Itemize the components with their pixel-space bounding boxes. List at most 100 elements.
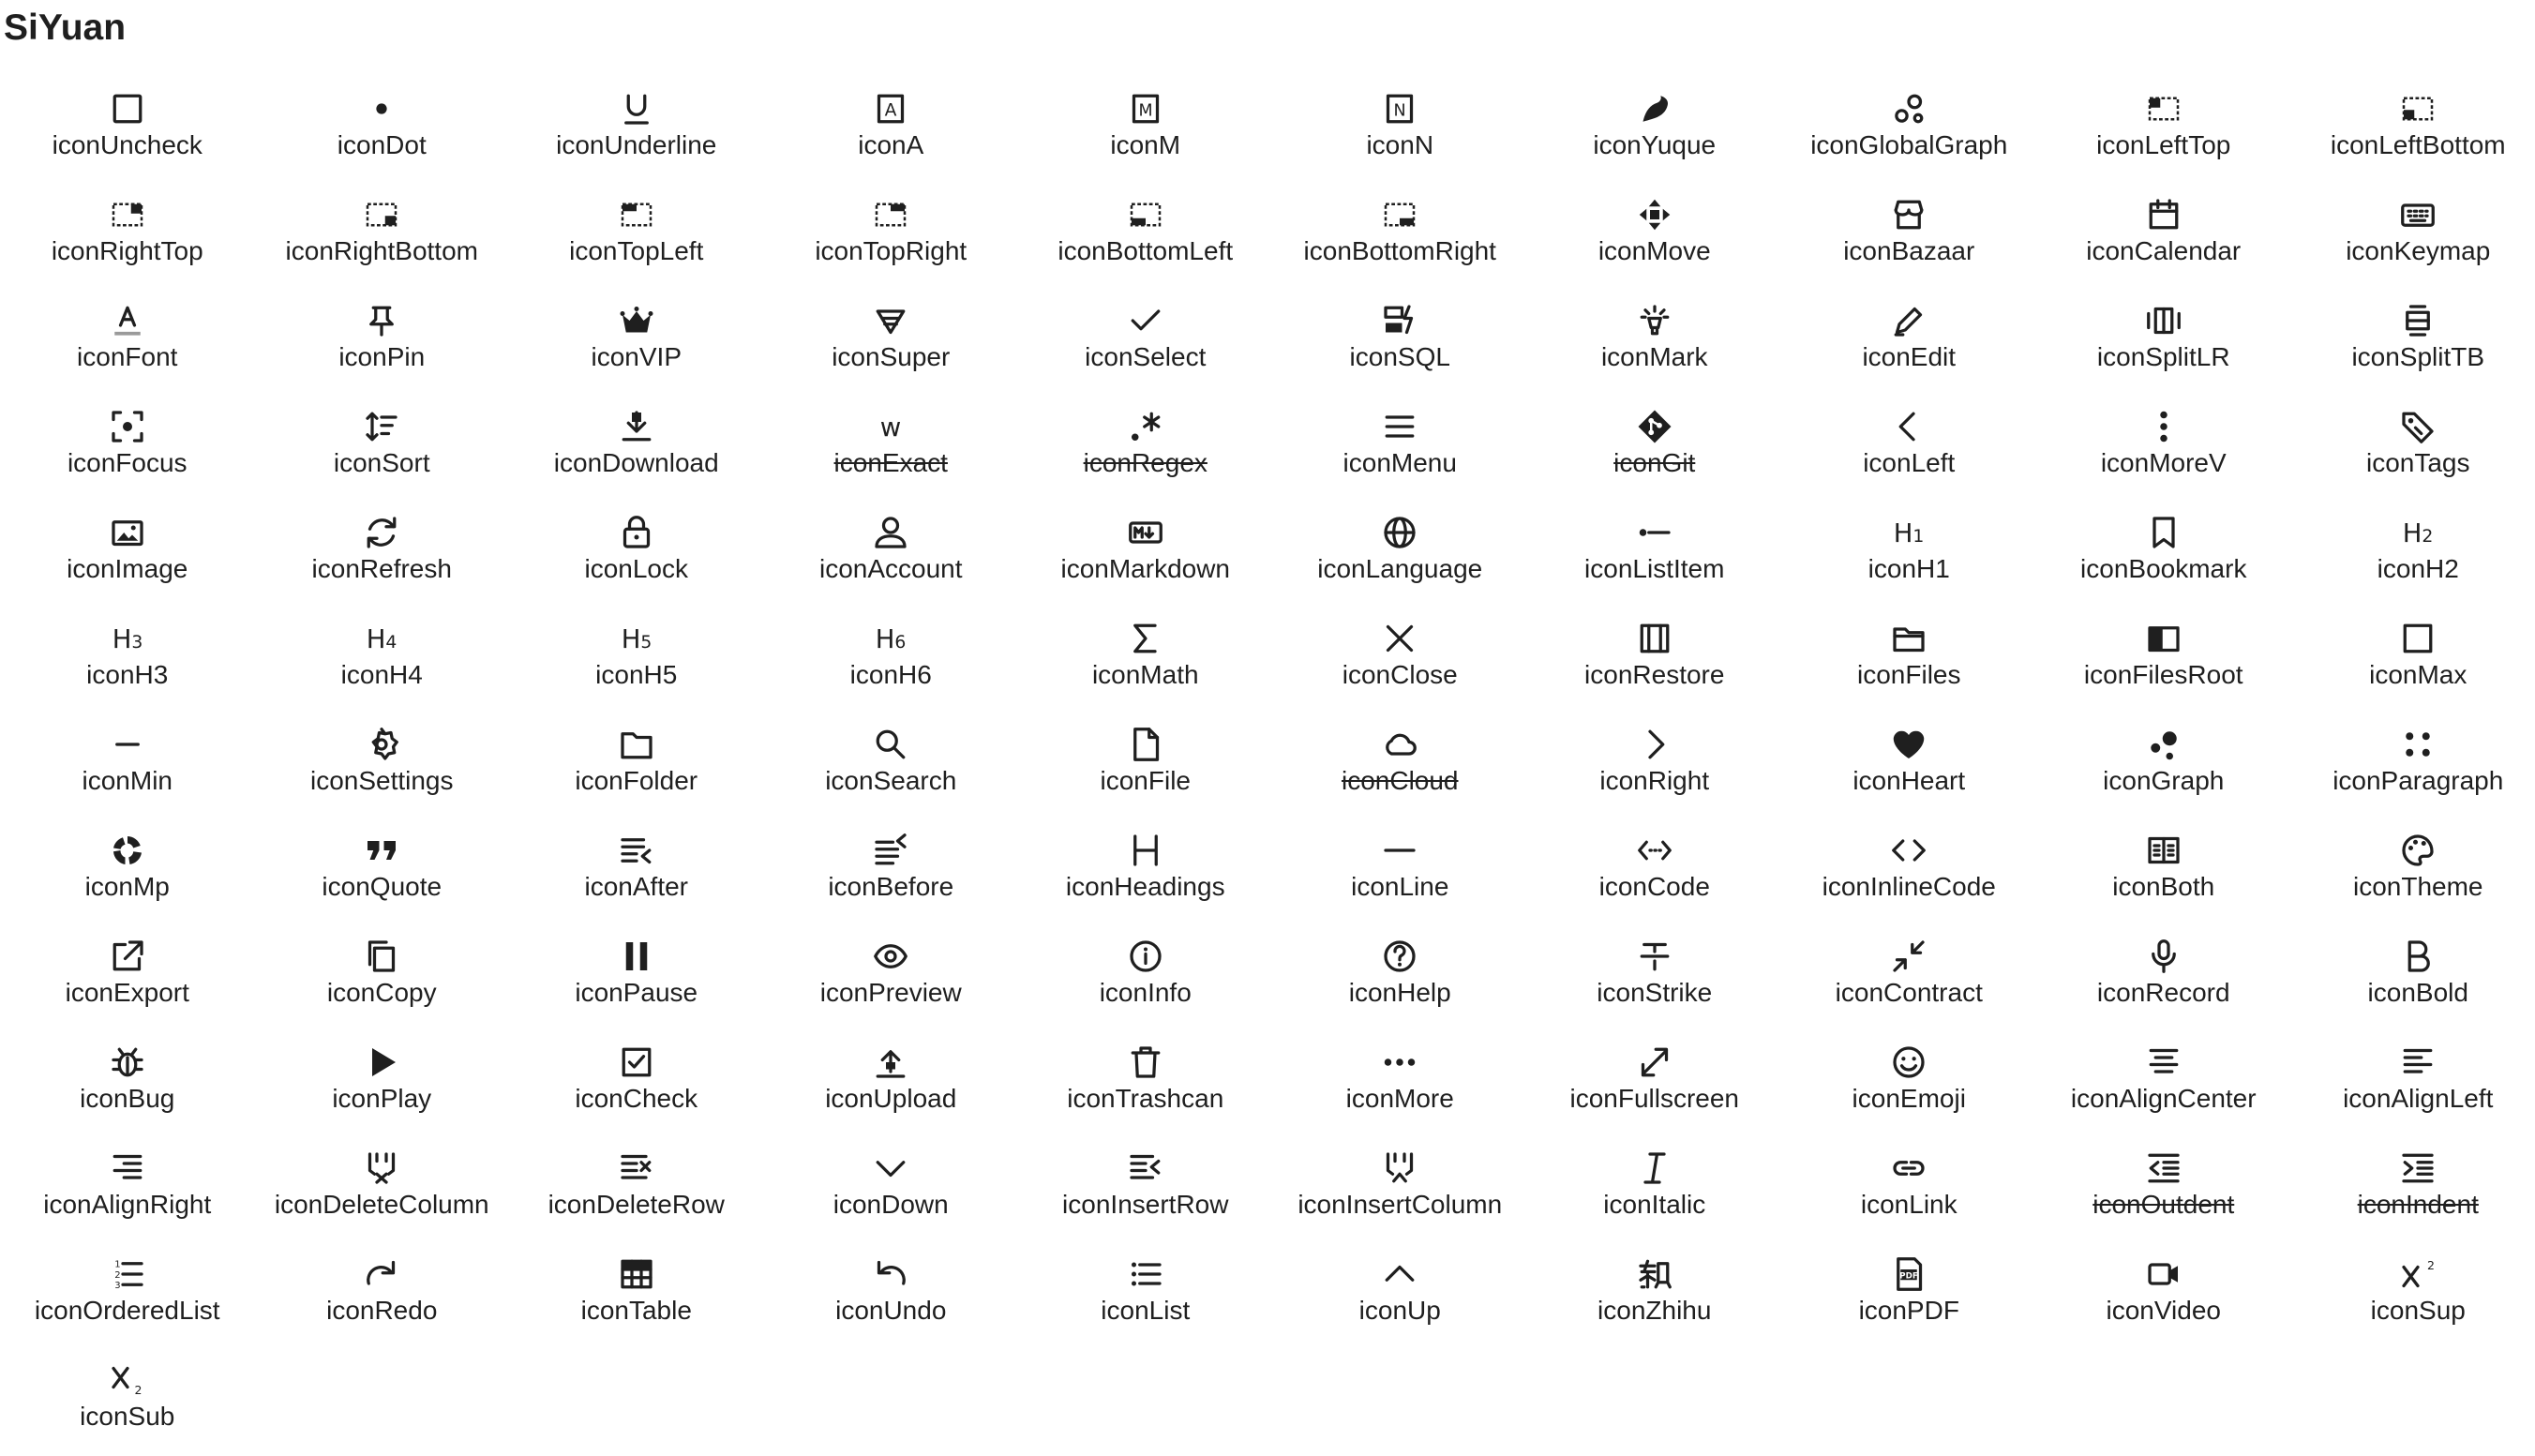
icon-tile-list[interactable]: iconList: [1018, 1244, 1273, 1350]
icon-tile-split-tb[interactable]: iconSplitTB: [2291, 291, 2535, 397]
icon-tile-strike[interactable]: iconStrike: [1527, 926, 1782, 1032]
icon-tile-before[interactable]: iconBefore: [764, 820, 1019, 926]
icon-tile-refresh[interactable]: iconRefresh: [255, 503, 510, 608]
icon-tile-redo[interactable]: iconRedo: [255, 1244, 510, 1350]
icon-tile-delete-row[interactable]: iconDeleteRow: [509, 1138, 764, 1244]
icon-tile-inline-code[interactable]: iconInlineCode: [1782, 820, 2037, 926]
icon-tile-theme[interactable]: iconTheme: [2291, 820, 2535, 926]
icon-tile-account[interactable]: iconAccount: [764, 503, 1019, 608]
icon-tile-focus[interactable]: iconFocus: [0, 397, 255, 503]
icon-tile-download[interactable]: iconDownload: [509, 397, 764, 503]
icon-tile-left[interactable]: iconLeft: [1782, 397, 2037, 503]
icon-tile-edit[interactable]: iconEdit: [1782, 291, 2037, 397]
icon-tile-top-right[interactable]: iconTopRight: [764, 185, 1019, 291]
icon-tile-more[interactable]: iconMore: [1273, 1032, 1528, 1138]
icon-tile-bazaar[interactable]: iconBazaar: [1782, 185, 2037, 291]
icon-tile-yuque[interactable]: iconYuque: [1527, 79, 1782, 185]
icon-tile-video[interactable]: iconVideo: [2036, 1244, 2291, 1350]
icon-tile-menu[interactable]: iconMenu: [1273, 397, 1528, 503]
icon-tile-quote[interactable]: iconQuote: [255, 820, 510, 926]
icon-tile-insert-column[interactable]: iconInsertColumn: [1273, 1138, 1528, 1244]
icon-tile-up[interactable]: iconUp: [1273, 1244, 1528, 1350]
icon-tile-undo[interactable]: iconUndo: [764, 1244, 1019, 1350]
icon-tile-select[interactable]: iconSelect: [1018, 291, 1273, 397]
icon-tile-mark[interactable]: iconMark: [1527, 291, 1782, 397]
icon-tile-align-right[interactable]: iconAlignRight: [0, 1138, 255, 1244]
icon-tile-zhihu[interactable]: iconZhihu: [1527, 1244, 1782, 1350]
icon-tile-settings[interactable]: iconSettings: [255, 714, 510, 820]
icon-tile-left-top[interactable]: iconLeftTop: [2036, 79, 2291, 185]
icon-tile-sql[interactable]: iconSQL: [1273, 291, 1528, 397]
icon-tile-align-left[interactable]: iconAlignLeft: [2291, 1032, 2535, 1138]
icon-tile-insert-row[interactable]: iconInsertRow: [1018, 1138, 1273, 1244]
icon-tile-vip[interactable]: iconVIP: [509, 291, 764, 397]
icon-tile-bug[interactable]: iconBug: [0, 1032, 255, 1138]
icon-tile-copy[interactable]: iconCopy: [255, 926, 510, 1032]
icon-tile-markdown[interactable]: iconMarkdown: [1018, 503, 1273, 608]
icon-tile-cloud[interactable]: iconCloud: [1273, 714, 1528, 820]
icon-tile-min[interactable]: iconMin: [0, 714, 255, 820]
icon-tile-math[interactable]: iconMath: [1018, 608, 1273, 714]
icon-tile-indent[interactable]: iconIndent: [2291, 1138, 2535, 1244]
icon-tile-mp[interactable]: iconMp: [0, 820, 255, 926]
icon-tile-bottom-right[interactable]: iconBottomRight: [1273, 185, 1528, 291]
icon-tile-export[interactable]: iconExport: [0, 926, 255, 1032]
icon-tile-right-bottom[interactable]: iconRightBottom: [255, 185, 510, 291]
icon-tile-graph[interactable]: iconGraph: [2036, 714, 2291, 820]
icon-tile-both[interactable]: iconBoth: [2036, 820, 2291, 926]
icon-tile-preview[interactable]: iconPreview: [764, 926, 1019, 1032]
icon-tile-headings[interactable]: iconHeadings: [1018, 820, 1273, 926]
icon-tile-upload[interactable]: iconUpload: [764, 1032, 1019, 1138]
icon-tile-left-bottom[interactable]: iconLeftBottom: [2291, 79, 2535, 185]
icon-tile-dot[interactable]: iconDot: [255, 79, 510, 185]
icon-tile-regex[interactable]: iconRegex: [1018, 397, 1273, 503]
icon-tile-max[interactable]: iconMax: [2291, 608, 2535, 714]
icon-tile-code[interactable]: iconCode: [1527, 820, 1782, 926]
icon-tile-image[interactable]: iconImage: [0, 503, 255, 608]
icon-tile-bold[interactable]: iconBold: [2291, 926, 2535, 1032]
icon-tile-move[interactable]: iconMove: [1527, 185, 1782, 291]
icon-tile-delete-column[interactable]: iconDeleteColumn: [255, 1138, 510, 1244]
icon-tile-keymap[interactable]: iconKeymap: [2291, 185, 2535, 291]
icon-tile-fullscreen[interactable]: iconFullscreen: [1527, 1032, 1782, 1138]
icon-tile-close[interactable]: iconClose: [1273, 608, 1528, 714]
icon-tile-top-left[interactable]: iconTopLeft: [509, 185, 764, 291]
icon-tile-contract[interactable]: iconContract: [1782, 926, 2037, 1032]
icon-tile-down[interactable]: iconDown: [764, 1138, 1019, 1244]
icon-tile-line[interactable]: iconLine: [1273, 820, 1528, 926]
icon-tile-super[interactable]: iconSuper: [764, 291, 1019, 397]
icon-tile-heart[interactable]: iconHeart: [1782, 714, 2037, 820]
icon-tile-files[interactable]: iconFiles: [1782, 608, 2037, 714]
icon-tile-right-top[interactable]: iconRightTop: [0, 185, 255, 291]
icon-tile-align-center[interactable]: iconAlignCenter: [2036, 1032, 2291, 1138]
icon-tile-link[interactable]: iconLink: [1782, 1138, 2037, 1244]
icon-tile-underline[interactable]: iconUnderline: [509, 79, 764, 185]
icon-tile-git[interactable]: iconGit: [1527, 397, 1782, 503]
icon-tile-split-lr[interactable]: iconSplitLR: [2036, 291, 2291, 397]
icon-tile-bottom-left[interactable]: iconBottomLeft: [1018, 185, 1273, 291]
icon-tile-folder[interactable]: iconFolder: [509, 714, 764, 820]
icon-tile-files-root[interactable]: iconFilesRoot: [2036, 608, 2291, 714]
icon-tile-trashcan[interactable]: iconTrashcan: [1018, 1032, 1273, 1138]
icon-tile-file[interactable]: iconFile: [1018, 714, 1273, 820]
icon-tile-help[interactable]: iconHelp: [1273, 926, 1528, 1032]
icon-tile-play[interactable]: iconPlay: [255, 1032, 510, 1138]
icon-tile-list-item[interactable]: iconListItem: [1527, 503, 1782, 608]
icon-tile-restore[interactable]: iconRestore: [1527, 608, 1782, 714]
icon-tile-bookmark[interactable]: iconBookmark: [2036, 503, 2291, 608]
icon-tile-search[interactable]: iconSearch: [764, 714, 1019, 820]
icon-tile-pin[interactable]: iconPin: [255, 291, 510, 397]
icon-tile-calendar[interactable]: iconCalendar: [2036, 185, 2291, 291]
